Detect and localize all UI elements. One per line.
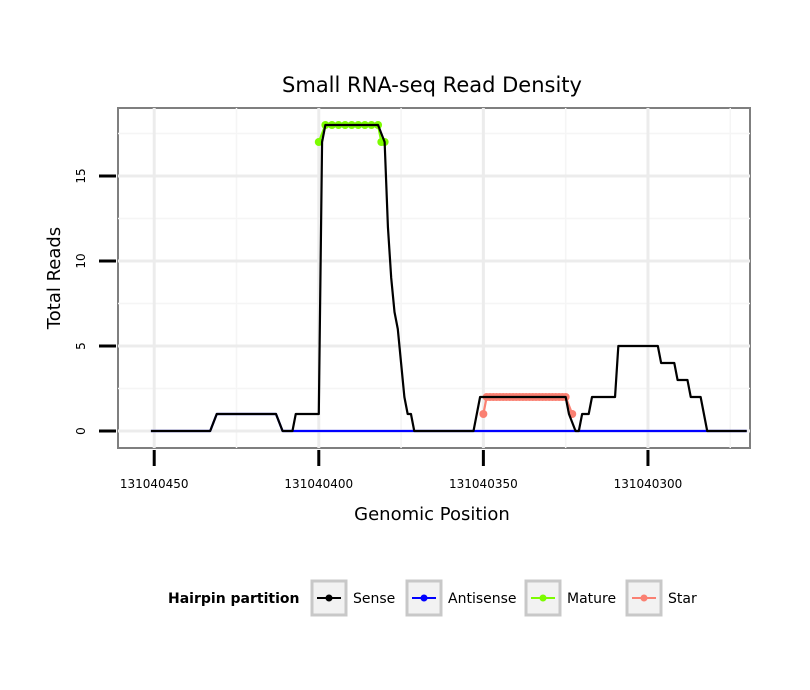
- chart-title: Small RNA-seq Read Density: [282, 73, 582, 97]
- x-tick-label-131040450: 131040450: [120, 477, 189, 491]
- y-axis-title: Total Reads: [44, 227, 65, 330]
- legend-marker-antisense: [420, 594, 428, 602]
- legend: Hairpin partition Sense Antisense Mature St…: [168, 579, 697, 617]
- data-point-mature: [314, 138, 323, 146]
- series-line-sense: [150, 123, 747, 433]
- x-axis-title: Genomic Position: [354, 504, 510, 525]
- y-tick-label-5: 5: [74, 342, 88, 350]
- x-tick-label-131040400: 131040400: [284, 477, 353, 491]
- y-tick-label-10: 10: [74, 253, 88, 268]
- legend-marker-star: [640, 594, 648, 602]
- series-sense: [150, 123, 747, 433]
- legend-marker-mature: [539, 594, 547, 602]
- legend-title: Hairpin partition: [168, 591, 299, 607]
- y-tick-label-15: 15: [74, 168, 88, 183]
- plot-panel: [117, 107, 751, 449]
- legend-label-mature: Mature: [567, 591, 616, 607]
- legend-item-star: Star: [625, 579, 697, 617]
- data-point-star: [479, 410, 488, 418]
- legend-item-sense: Sense: [310, 579, 395, 617]
- x-tick-label-131040300: 131040300: [614, 477, 683, 491]
- legend-item-antisense: Antisense: [405, 579, 517, 617]
- legend-item-mature: Mature: [524, 579, 616, 617]
- series-layer: [150, 121, 747, 433]
- axes: 0 5 10 15 131040450 131040400 131040350 1310403…: [74, 168, 682, 491]
- y-tick-label-0: 0: [74, 427, 88, 435]
- legend-label-sense: Sense: [353, 591, 395, 607]
- legend-label-antisense: Antisense: [448, 591, 517, 607]
- legend-marker-sense: [325, 594, 333, 602]
- legend-label-star: Star: [668, 591, 697, 607]
- x-tick-label-131040350: 131040350: [449, 477, 518, 491]
